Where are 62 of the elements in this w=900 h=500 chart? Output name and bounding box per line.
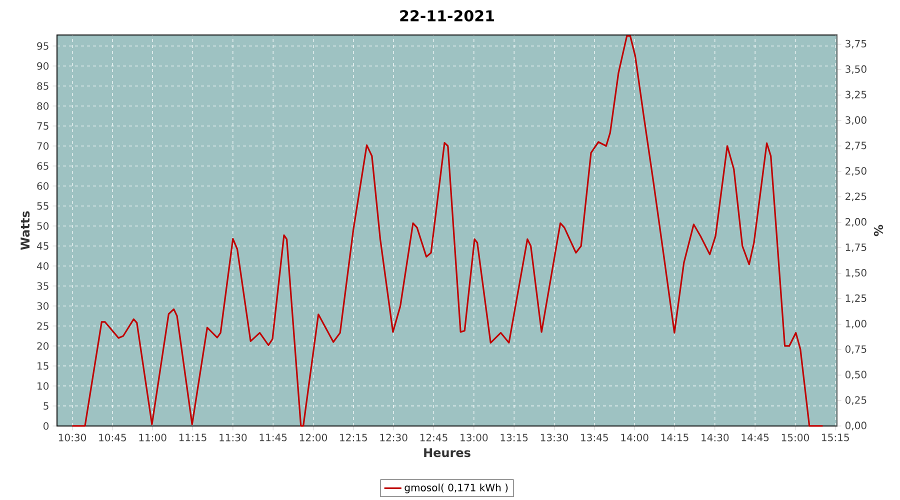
x-tick-label: 15:00 [782,434,809,442]
y-tick-label: 15 [38,362,48,370]
y2-tick-label: 2,75 [846,142,866,150]
y-tick-label: 95 [37,42,48,50]
x-tick-label: 13:30 [540,434,568,442]
y2-tick-label: 1,00 [846,320,866,328]
y-tick-label: 35 [37,282,48,290]
x-tick-label: 13:00 [460,434,488,442]
y2-tick-label: 3,25 [846,90,866,100]
y-tick-label: 90 [37,62,49,70]
y-tick-label: 20 [37,342,49,350]
y-tick-label: 45 [36,242,48,250]
y-tick-label: 10 [38,382,49,390]
y-tick-label: 40 [36,262,49,270]
y-axis-title: Watts [20,211,30,250]
y2-tick-label: 2,25 [846,192,866,202]
y-tick-label: 85 [37,82,48,90]
x-axis-title: Heures [424,448,470,458]
y2-tick-label: 1,75 [846,244,866,252]
y2-tick-label: 0,50 [845,370,866,380]
x-tick-label: 14:45 [742,434,769,442]
y-tick-label: 50 [37,222,49,230]
y2-tick-label: 0,25 [845,396,866,405]
line-series [71,35,824,427]
y-tick-label: 65 [37,162,48,170]
x-tick-label: 12:00 [300,434,328,442]
y-tick-label: 60 [37,182,49,190]
y2-tick-label: 1,25 [846,294,866,303]
y-tick-label: 80 [37,102,49,110]
x-tick-label: 11:30 [220,434,247,442]
y2-tick-label: 3,75 [846,40,866,48]
x-tick-label: 13:15 [500,434,528,442]
y-tick-label: 30 [37,302,49,310]
y2-tick-label: 3,50 [846,65,866,74]
y2-tick-label: 2,50 [846,167,866,176]
y-tick-label: 55 [37,202,48,210]
x-tick-label: 11:15 [179,434,206,442]
y2-tick-label: 1,50 [846,268,866,278]
x-tick-label: 12:45 [420,434,448,442]
y-tick-label: 0 [44,422,49,430]
x-tick-label: 14:00 [621,434,648,442]
x-tick-label: 10:45 [99,434,126,442]
x-tick-label: 14:30 [702,434,729,442]
y2-tick-label: 0,75 [845,345,866,354]
y-tick-label: 75 [37,122,48,130]
y-tick-label: 5 [44,402,48,410]
y2-tick-label: 2,00 [846,218,866,227]
x-tick-label: 13:45 [581,434,608,442]
x-tick-label: 11:00 [139,434,166,442]
x-tick-label: 15:15 [822,434,849,442]
y2-tick-label: 3,00 [846,116,866,125]
chart-title: 22-11-2021 [400,10,494,22]
legend-label: gmosol( 0,171 kWh ) [404,484,508,494]
y2-tick-label: 0,00 [845,422,866,430]
y2-axis-title: % [874,224,884,236]
y-tick-label: 70 [37,142,49,150]
x-tick-label: 12:30 [380,434,408,442]
x-tick-label: 11:45 [260,434,287,442]
x-tick-label: 12:15 [340,434,367,442]
x-tick-label: 14:15 [661,434,688,442]
y-tick-label: 25 [37,322,48,330]
x-tick-label: 10:30 [58,434,86,442]
